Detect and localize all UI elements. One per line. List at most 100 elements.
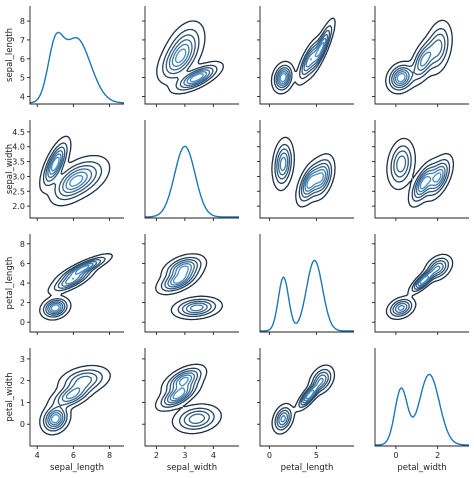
contour-level-1 bbox=[154, 363, 222, 435]
contour-level-2 bbox=[160, 256, 217, 318]
contour-level-3 bbox=[165, 34, 214, 89]
panel-sepal_width-vs-sepal_width bbox=[144, 120, 239, 221]
y-tick-label: 3.0 bbox=[12, 172, 25, 181]
x-axis-label-petal_length: petal_length bbox=[281, 463, 334, 473]
x-tick-label: 0 bbox=[393, 451, 398, 460]
contour-level-5 bbox=[48, 387, 81, 426]
contour-level-4 bbox=[277, 152, 329, 195]
contour-level-4 bbox=[47, 150, 93, 194]
y-tick-label: 6 bbox=[20, 259, 25, 268]
contour-level-2 bbox=[274, 368, 332, 431]
contour-level-4 bbox=[396, 155, 446, 196]
contour-level-2 bbox=[162, 28, 218, 91]
x-tick-label: 8 bbox=[107, 451, 112, 460]
contour-level-6 bbox=[305, 389, 315, 400]
contour-level-2 bbox=[274, 143, 333, 202]
contour-level-5 bbox=[394, 51, 432, 85]
contour-level-2 bbox=[42, 142, 103, 201]
y-axis-label-sepal_width: sepal_width bbox=[5, 144, 15, 194]
x-tick-label: 2 bbox=[154, 451, 159, 460]
contour-level-1 bbox=[39, 135, 111, 207]
y-axis-label-petal_length: petal_length bbox=[5, 257, 15, 310]
x-tick-label: 2 bbox=[435, 451, 440, 460]
contour-level-4 bbox=[168, 39, 211, 87]
contour-level-3 bbox=[391, 33, 446, 89]
contour-level-3 bbox=[276, 371, 329, 428]
axis-spine bbox=[144, 6, 239, 105]
panel-petal_length-vs-sepal_length: 0 2 4 6 8 bbox=[20, 234, 124, 335]
y-tick-label: 7 bbox=[20, 36, 25, 45]
contour-level-3 bbox=[393, 150, 448, 199]
contour-level-2 bbox=[42, 369, 103, 432]
contour-level-5 bbox=[49, 153, 88, 191]
contour-level-2 bbox=[160, 367, 215, 430]
contour-level-6 bbox=[306, 172, 324, 189]
y-tick-label: 4 bbox=[20, 279, 25, 288]
contour-level-3 bbox=[392, 260, 447, 315]
axis-spine bbox=[29, 6, 124, 105]
panel-sepal_width-vs-sepal_length: 2.0 2.5 3.0 3.5 4.0 4.5 bbox=[12, 120, 124, 221]
y-tick-label: 1 bbox=[20, 398, 25, 407]
panel-sepal_length-vs-petal_length bbox=[257, 6, 354, 107]
panel-petal_width-vs-sepal_length: 0 1 2 3 4 6 8 bbox=[20, 348, 124, 460]
y-axis-label-petal_width: petal_width bbox=[5, 372, 15, 421]
contour-level-4 bbox=[47, 261, 98, 315]
contour-level-6 bbox=[419, 172, 442, 190]
contour-level-5 bbox=[48, 262, 94, 313]
axis-spine bbox=[259, 234, 354, 333]
y-axis-label-sepal_length: sepal_length bbox=[5, 28, 15, 82]
contour-level-4 bbox=[394, 262, 444, 313]
axis-spine bbox=[259, 6, 354, 105]
axis-spine bbox=[144, 120, 239, 219]
x-tick-label: 4 bbox=[211, 451, 216, 460]
x-axis-label-sepal_width: sepal_width bbox=[167, 463, 217, 473]
contour-level-6 bbox=[50, 156, 84, 187]
y-tick-label: 2.5 bbox=[12, 187, 25, 196]
y-tick-label: 2 bbox=[20, 377, 25, 386]
contour-level-6 bbox=[419, 275, 430, 285]
contour-level-1 bbox=[385, 19, 453, 95]
contour-level-4 bbox=[166, 372, 206, 424]
kde-line-sepal_length bbox=[29, 31, 124, 104]
contour-level-4 bbox=[47, 375, 93, 428]
y-tick-label: 4.5 bbox=[12, 128, 25, 137]
contour-level-5 bbox=[169, 374, 193, 402]
y-tick-label: 8 bbox=[20, 240, 25, 249]
contour-level-2 bbox=[389, 257, 450, 317]
contour-level-3 bbox=[275, 29, 331, 89]
contour-level-5 bbox=[280, 377, 324, 423]
contour-level-6 bbox=[172, 265, 189, 284]
contour-level-2 bbox=[273, 25, 333, 91]
x-tick-label: 0 bbox=[267, 451, 272, 460]
y-tick-label: 0 bbox=[20, 318, 25, 327]
panel-petal_length-vs-petal_width bbox=[372, 234, 469, 335]
y-tick-label: 6 bbox=[20, 55, 25, 64]
contour-level-2 bbox=[42, 256, 106, 318]
axis-spine bbox=[374, 348, 469, 447]
panel-sepal_length-vs-petal_width bbox=[372, 6, 469, 107]
contour-level-1 bbox=[39, 253, 113, 321]
contour-level-1 bbox=[155, 253, 224, 321]
axis-spine bbox=[29, 234, 124, 333]
contour-level-1 bbox=[270, 17, 336, 95]
panel-sepal_length-vs-sepal_length: 4 5 6 7 8 bbox=[20, 6, 124, 107]
y-tick-label: 3.5 bbox=[12, 158, 25, 167]
contour-level-3 bbox=[164, 259, 212, 316]
contour-level-1 bbox=[39, 364, 111, 436]
kde-line-sepal_width bbox=[145, 145, 239, 218]
y-tick-label: 8 bbox=[20, 17, 25, 26]
contour-level-4 bbox=[278, 374, 327, 426]
kde-line-petal_width bbox=[375, 373, 469, 446]
contour-level-1 bbox=[271, 136, 336, 208]
contour-level-1 bbox=[156, 20, 224, 95]
x-axis-label-sepal_length: sepal_length bbox=[50, 463, 104, 473]
panel-sepal_length-vs-sepal_width bbox=[142, 6, 239, 107]
kde-line-petal_length bbox=[260, 259, 354, 332]
contour-level-6 bbox=[396, 72, 406, 83]
axis-spine bbox=[144, 234, 239, 333]
panel-sepal_width-vs-petal_width bbox=[372, 120, 469, 221]
contour-level-5 bbox=[278, 37, 327, 85]
